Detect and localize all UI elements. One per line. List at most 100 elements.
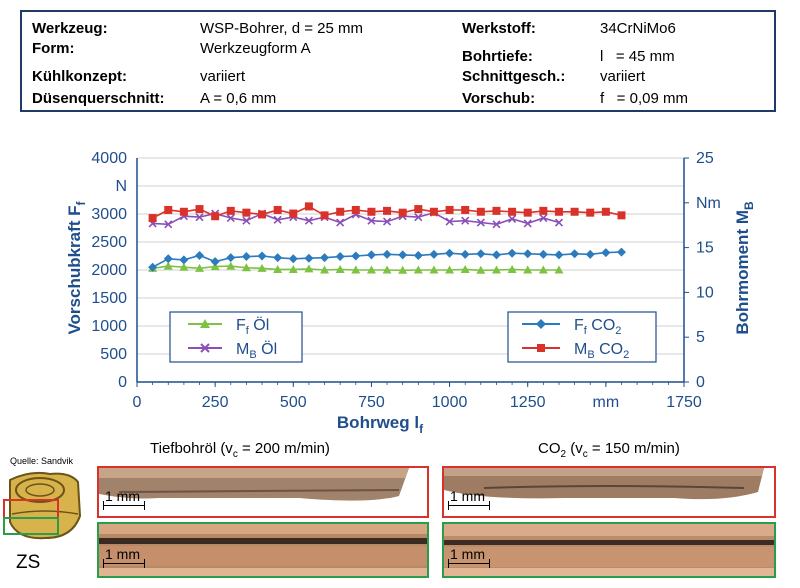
photo-oil-face: 1 mm [97, 522, 429, 578]
legend-label-mb-oil: MB Öl [236, 340, 277, 361]
data-point [273, 205, 282, 214]
data-point [335, 264, 345, 273]
x-tick-label: 0 [133, 394, 142, 411]
y-right-tick-label: 10 [696, 284, 714, 301]
data-point [508, 214, 517, 223]
y-right-tick-label: Nm [696, 195, 721, 212]
data-point [554, 207, 563, 216]
data-point [320, 265, 330, 274]
data-point [273, 215, 282, 224]
data-point [304, 253, 314, 263]
x-tick-label: 1750 [666, 394, 702, 411]
data-point [382, 249, 392, 259]
data-point [523, 219, 532, 228]
data-point [507, 248, 517, 258]
data-point [507, 264, 517, 273]
y-right-tick-label: 0 [696, 374, 705, 391]
photo-oil-edge: 1 mm [97, 466, 429, 518]
data-point [616, 247, 626, 257]
werkstoff-label: Werkstoff: [462, 20, 536, 37]
y-left-tick-label: 500 [100, 346, 127, 363]
y-right-tick-label: 15 [696, 240, 714, 257]
y-right-tick-label: 5 [696, 329, 705, 346]
y-left-tick-label: 2500 [91, 234, 127, 251]
bohrtiefe-label: Bohrtiefe: [462, 48, 533, 65]
data-point [273, 253, 283, 263]
schnittgeschwindigkeit-label: Schnittgesch.: [462, 68, 566, 85]
data-point [179, 255, 189, 265]
force-torque-chart: 050010001500200025003000N4000051015Nm250… [65, 150, 756, 436]
data-point [538, 249, 548, 259]
data-point [398, 208, 407, 217]
data-point [241, 263, 251, 272]
y-right-tick-label: 25 [696, 150, 714, 167]
vorschub-value: f = 0,09 mm [600, 90, 688, 107]
data-point [476, 265, 486, 274]
data-point [210, 262, 220, 271]
data-point [414, 213, 423, 222]
data-point [164, 205, 173, 214]
data-point [351, 251, 361, 261]
werkzeug-value: WSP-Bohrer, d = 25 mm [200, 20, 363, 37]
data-point [429, 249, 439, 259]
data-point [304, 216, 313, 225]
data-point [413, 265, 423, 274]
data-point [398, 250, 408, 260]
data-point [461, 216, 470, 225]
data-point [164, 220, 173, 229]
data-point [210, 257, 220, 267]
tick-labels: 050010001500200025003000N4000051015Nm250… [91, 150, 720, 411]
data-point [257, 263, 267, 272]
series-3 [148, 202, 626, 223]
data-point [163, 261, 173, 270]
data-point [445, 248, 455, 258]
axes [136, 157, 689, 387]
y-left-tick-label: 1000 [91, 318, 127, 335]
data-point [445, 205, 454, 214]
data-point [304, 202, 313, 211]
data-point [351, 205, 360, 214]
data-point [508, 207, 517, 216]
parameter-box: Werkzeug: WSP-Bohrer, d = 25 mm Form: We… [20, 10, 776, 112]
data-point [226, 261, 236, 270]
data-point [492, 220, 501, 229]
data-point [148, 214, 157, 223]
data-point [288, 264, 298, 273]
form-value: Werkzeugform A [200, 40, 311, 57]
photo-co2-face: 1 mm [442, 522, 776, 578]
data-point [429, 265, 439, 274]
data-point [179, 262, 189, 271]
data-point [414, 205, 423, 214]
data-point [538, 265, 548, 274]
y-left-tick-label: 0 [118, 374, 127, 391]
data-point [445, 217, 454, 226]
data-point [226, 253, 236, 263]
data-point [476, 207, 485, 216]
data-point [257, 251, 267, 261]
source-label: Quelle: Sandvik [10, 456, 74, 466]
data-point [460, 249, 470, 259]
data-point [554, 218, 564, 227]
y-left-tick-label: 3000 [91, 206, 127, 223]
legend-label-ff-oil: Ff Öl [236, 316, 269, 337]
data-point [491, 250, 501, 260]
data-point [289, 209, 298, 218]
data-point [429, 207, 438, 216]
data-point [539, 213, 548, 223]
duesenquerschnitt-value: A = 0,6 mm [200, 90, 277, 107]
data-point [367, 207, 376, 216]
x-tick-label: 250 [202, 394, 229, 411]
data-point [382, 217, 392, 226]
data-point [601, 248, 611, 258]
photo-co2-edge: 1 mm [442, 466, 776, 518]
insert-illustration: Quelle: Sandvik ZS [0, 456, 92, 586]
legend-marker-ff-oil [200, 319, 210, 328]
data-point [148, 262, 158, 272]
data-point [523, 265, 533, 274]
data-point [492, 206, 501, 215]
data-point [586, 208, 595, 217]
legend-marker-mb-oil [200, 343, 210, 353]
data-point [617, 211, 626, 220]
legend-marker-ff-co2 [536, 319, 546, 329]
y-left-tick-label: 1500 [91, 290, 127, 307]
